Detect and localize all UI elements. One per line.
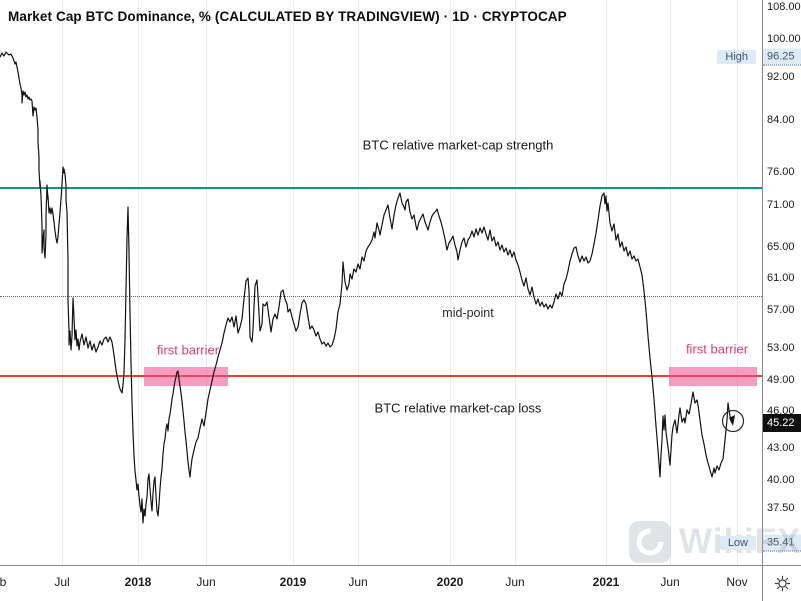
time-tick: Nov: [726, 575, 748, 589]
price-tick: 71.00: [767, 199, 795, 211]
plot-area[interactable]: BTC relative market-cap strength mid-poi…: [0, 0, 762, 565]
price-tick: 84.00: [767, 114, 795, 126]
price-tick: 100.00: [767, 33, 801, 45]
gear-icon[interactable]: [774, 575, 791, 592]
circle-annotation: [721, 409, 745, 433]
price-tick: 57.00: [767, 304, 795, 316]
price-tick: 49.00: [767, 374, 795, 386]
gridline-vertical: [670, 0, 671, 565]
annotation-strength[interactable]: BTC relative market-cap strength: [362, 137, 554, 153]
price-tick: 43.00: [767, 442, 795, 454]
time-tick: 2019: [279, 575, 307, 589]
gridline-vertical: [138, 0, 139, 565]
low-label: Low: [719, 536, 756, 550]
price-tick: 108.00: [767, 1, 801, 13]
time-tick: Jun: [660, 575, 680, 589]
price-line-path: [0, 51, 733, 524]
annotation-midpoint[interactable]: mid-point: [442, 306, 494, 320]
axis-settings[interactable]: [762, 565, 801, 601]
low-value-chip: 35.41: [763, 534, 801, 552]
gridline-vertical: [737, 0, 738, 565]
chart-title[interactable]: Market Cap BTC Dominance, % (CALCULATED …: [8, 9, 567, 24]
time-axis[interactable]: b Jul 2018 Jun 2019 Jun 2020 Jun 2021 Jun Nov: [0, 565, 762, 601]
last-price-badge: 45.22: [763, 414, 801, 432]
time-tick: Jun: [505, 575, 525, 589]
price-tick: 53.00: [767, 342, 795, 354]
time-tick: b: [0, 575, 7, 589]
gridline-vertical: [293, 0, 294, 565]
resistance-line[interactable]: [0, 187, 762, 189]
arrow-annotation: [729, 415, 735, 426]
price-tick: 92.00: [767, 71, 795, 83]
annotation-first-barrier-left[interactable]: first barrier: [156, 342, 220, 358]
time-tick: 2020: [436, 575, 464, 589]
gridline-vertical: [62, 0, 63, 565]
high-value-chip: 96.25: [763, 48, 801, 66]
midpoint-line[interactable]: [0, 296, 762, 297]
barrier-zone-right[interactable]: [669, 367, 757, 386]
gridline-vertical: [206, 0, 207, 565]
annotation-first-barrier-right[interactable]: first barrier: [685, 341, 749, 357]
gridline-vertical: [515, 0, 516, 565]
price-tick: 40.00: [767, 474, 795, 486]
time-tick: Jun: [196, 575, 216, 589]
price-tick: 37.50: [767, 502, 795, 514]
price-tick: 65.00: [767, 241, 795, 253]
price-tick: 76.00: [767, 166, 795, 178]
price-axis[interactable]: 96.25 35.41 45.22 108.00 100.00 92.00 84.00…: [762, 0, 801, 565]
barrier-zone-left[interactable]: [144, 367, 228, 386]
time-tick: Jul: [54, 575, 70, 589]
time-tick: Jun: [348, 575, 368, 589]
gridline-vertical: [450, 0, 451, 565]
gridline-vertical: [606, 0, 607, 565]
price-series[interactable]: [0, 0, 762, 565]
time-tick: 2021: [592, 575, 620, 589]
gridline-vertical: [358, 0, 359, 565]
annotation-loss[interactable]: BTC relative market-cap loss: [374, 400, 542, 416]
high-label: High: [717, 50, 756, 64]
price-tick: 61.00: [767, 272, 795, 284]
first-barrier-line[interactable]: [0, 375, 762, 377]
time-tick: 2018: [124, 575, 152, 589]
